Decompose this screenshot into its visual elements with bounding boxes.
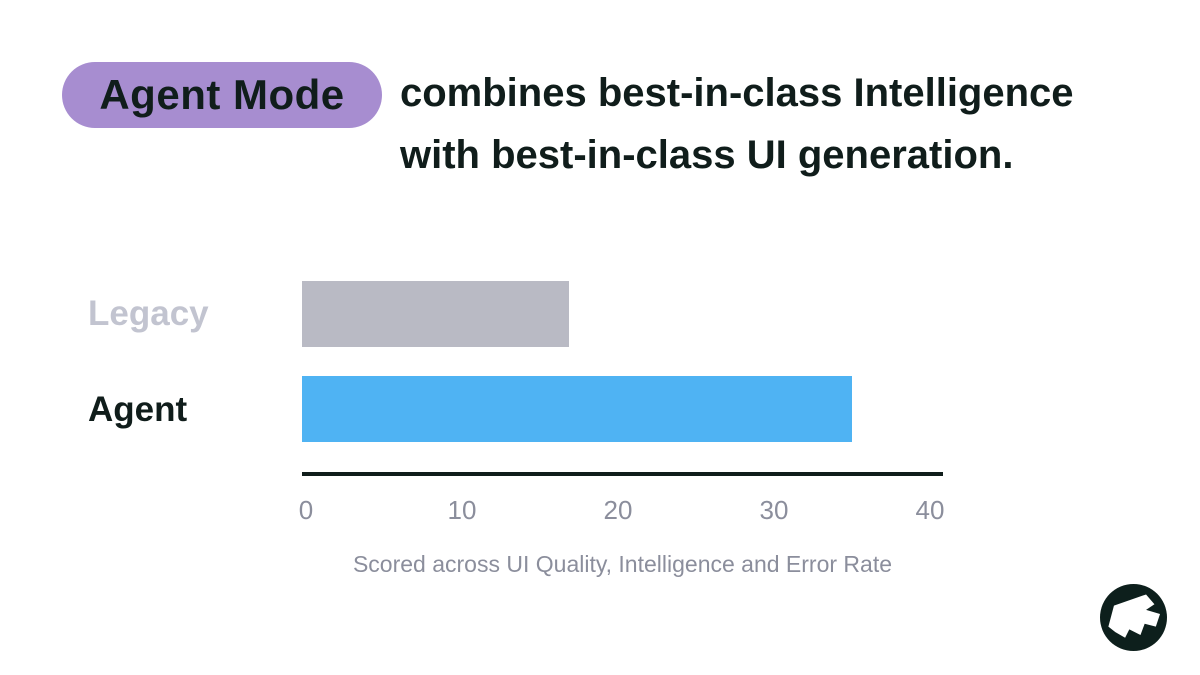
axis-tick-label: 40	[915, 495, 945, 525]
axis-tick-label: 0	[298, 495, 314, 525]
headline-text: combines best-in-class Intelligence with…	[400, 62, 1074, 186]
category-label-agent: Agent	[88, 390, 188, 429]
agent-mode-badge: Agent Mode	[62, 62, 382, 128]
brand-logo	[1100, 584, 1167, 651]
axis-tick-label: 20	[603, 495, 633, 525]
headline-line-2: with best-in-class UI generation.	[400, 133, 1014, 177]
category-label-legacy: Legacy	[88, 294, 209, 333]
axis-tick-label: 30	[759, 495, 789, 525]
x-axis-line	[302, 472, 943, 476]
bar-agent	[302, 376, 852, 442]
chart-caption: Scored across UI Quality, Intelligence a…	[352, 551, 893, 577]
headline-line-1: combines best-in-class Intelligence	[400, 71, 1074, 115]
axis-tick-label: 10	[447, 495, 477, 525]
agent-mode-badge-label: Agent Mode	[99, 71, 345, 118]
flag-logo-icon	[1100, 586, 1167, 649]
x-axis-tick-labels: 0 10 20 30 40	[299, 495, 945, 525]
bar-track-legacy	[302, 281, 930, 347]
bar-legacy	[302, 281, 569, 347]
bar-track-agent	[302, 376, 930, 442]
